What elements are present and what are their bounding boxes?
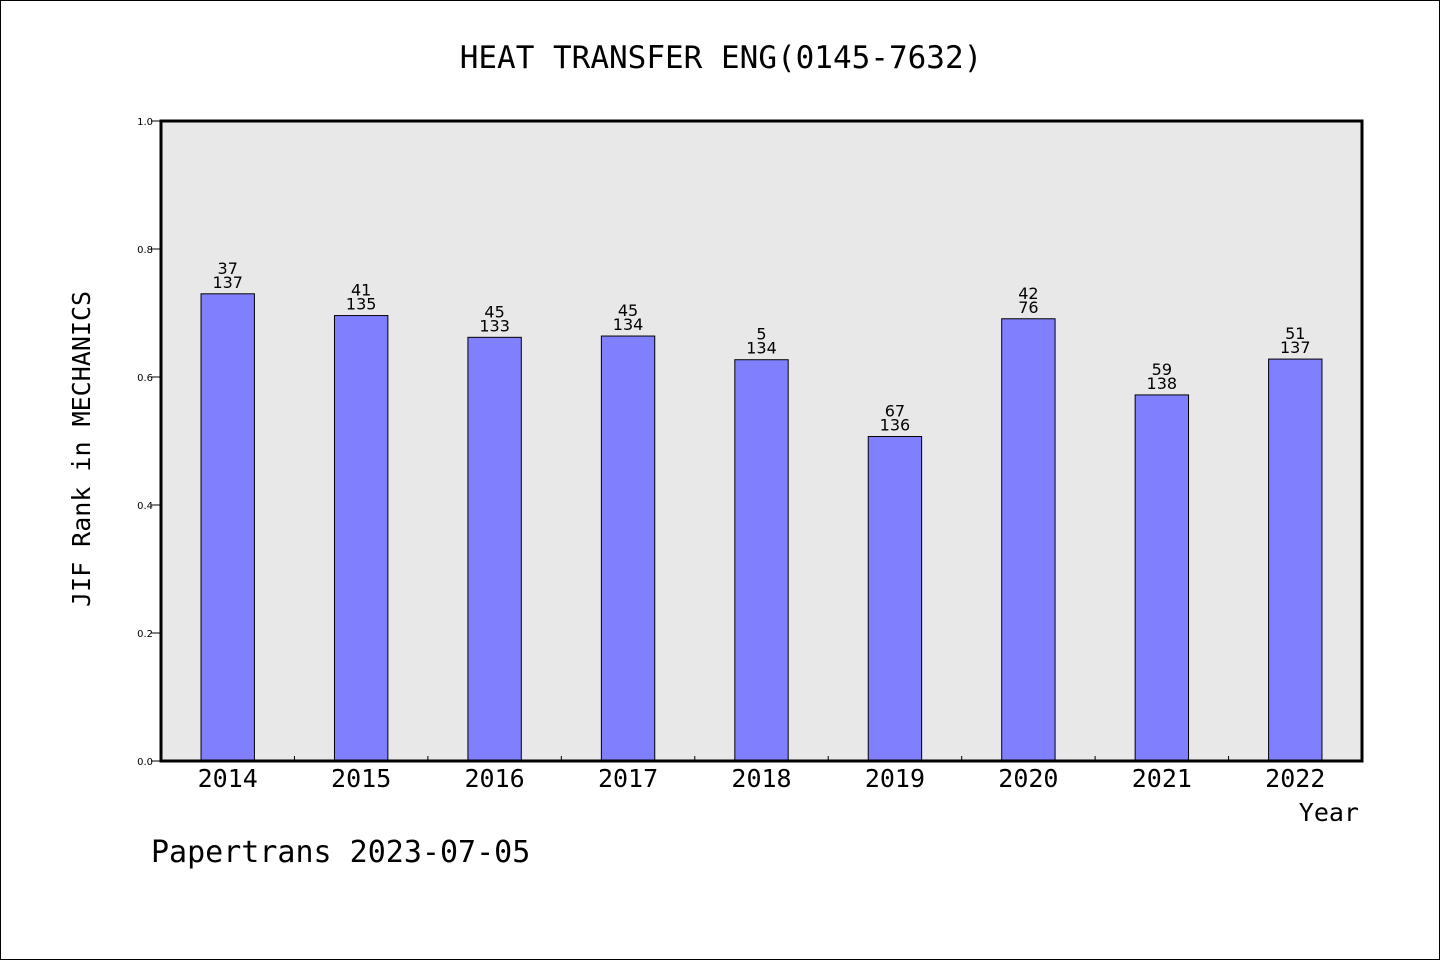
x-tick-label-2021: 2021: [1132, 764, 1192, 793]
bar-label-total-2014: 137: [212, 273, 243, 292]
x-tick-label-2022: 2022: [1265, 764, 1325, 793]
bar-label-total-2017: 134: [613, 315, 644, 334]
x-tick-label-2014: 2014: [198, 764, 258, 793]
bar-label-rank-2015: 41: [351, 281, 371, 300]
bar-label-total-2015: 135: [346, 295, 377, 314]
bar-label-total-2020: 76: [1018, 298, 1038, 317]
bar-2021: [1134, 394, 1190, 762]
bar-label-total-2019: 136: [880, 416, 911, 435]
bar-label-rank-2022: 51: [1285, 324, 1305, 343]
bar-label-total-2022: 137: [1280, 338, 1311, 357]
y-axis: 0.0 0.2 0.4 0.6 0.8 1.0: [137, 117, 161, 768]
x-tick-label-2019: 2019: [865, 764, 925, 793]
x-tick-label-2018: 2018: [731, 764, 791, 793]
y-tick-label: 0.2: [137, 629, 153, 640]
x-tick-label-2020: 2020: [998, 764, 1058, 793]
y-tick-label: 0.6: [137, 373, 153, 384]
bar-label-total-2021: 138: [1147, 374, 1178, 393]
bar-label-total-2018: 134: [746, 339, 777, 358]
bar-2020: [1001, 318, 1056, 762]
bar-label-rank-2016: 45: [484, 302, 504, 321]
x-axis-label: Year: [1299, 798, 1359, 827]
bar-label-rank-2021: 59: [1152, 360, 1172, 379]
bar-2015: [333, 315, 389, 762]
bar-2022: [1268, 358, 1323, 762]
y-tick-label: 1.0: [137, 117, 153, 128]
bar-2016: [467, 336, 522, 762]
footer-source-date: Papertrans 2023-07-05: [151, 835, 531, 870]
x-tick-label-2017: 2017: [598, 764, 658, 793]
bar-2017: [600, 335, 656, 762]
bar-label-total-2016: 133: [479, 316, 510, 335]
bar-2018: [734, 359, 789, 762]
bar-label-rank-2020: 42: [1018, 284, 1038, 303]
bar-label-rank-2014: 37: [218, 259, 238, 278]
bar-label-rank-2017: 45: [618, 301, 638, 320]
x-axis: 2014 2015 2016 2017 2018 2019 2020 2021 2022: [198, 756, 1325, 793]
bar-label-rank-2018: 5: [756, 325, 766, 344]
y-tick-label: 0.4: [137, 501, 153, 512]
x-tick-label-2016: 2016: [465, 764, 525, 793]
plot-border: [159, 119, 1364, 763]
y-tick-label: 0.0: [137, 757, 153, 768]
bar-2014: [200, 293, 255, 762]
bars-layer: [200, 293, 1323, 762]
bar-label-rank-2019: 67: [885, 402, 905, 421]
x-tick-label-2015: 2015: [331, 764, 391, 793]
chart-title: HEAT TRANSFER ENG(0145-7632): [460, 40, 983, 76]
y-tick-label: 0.8: [137, 245, 153, 256]
bar-2019: [867, 436, 923, 762]
y-axis-label: JIF Rank in MECHANICS: [67, 291, 96, 607]
